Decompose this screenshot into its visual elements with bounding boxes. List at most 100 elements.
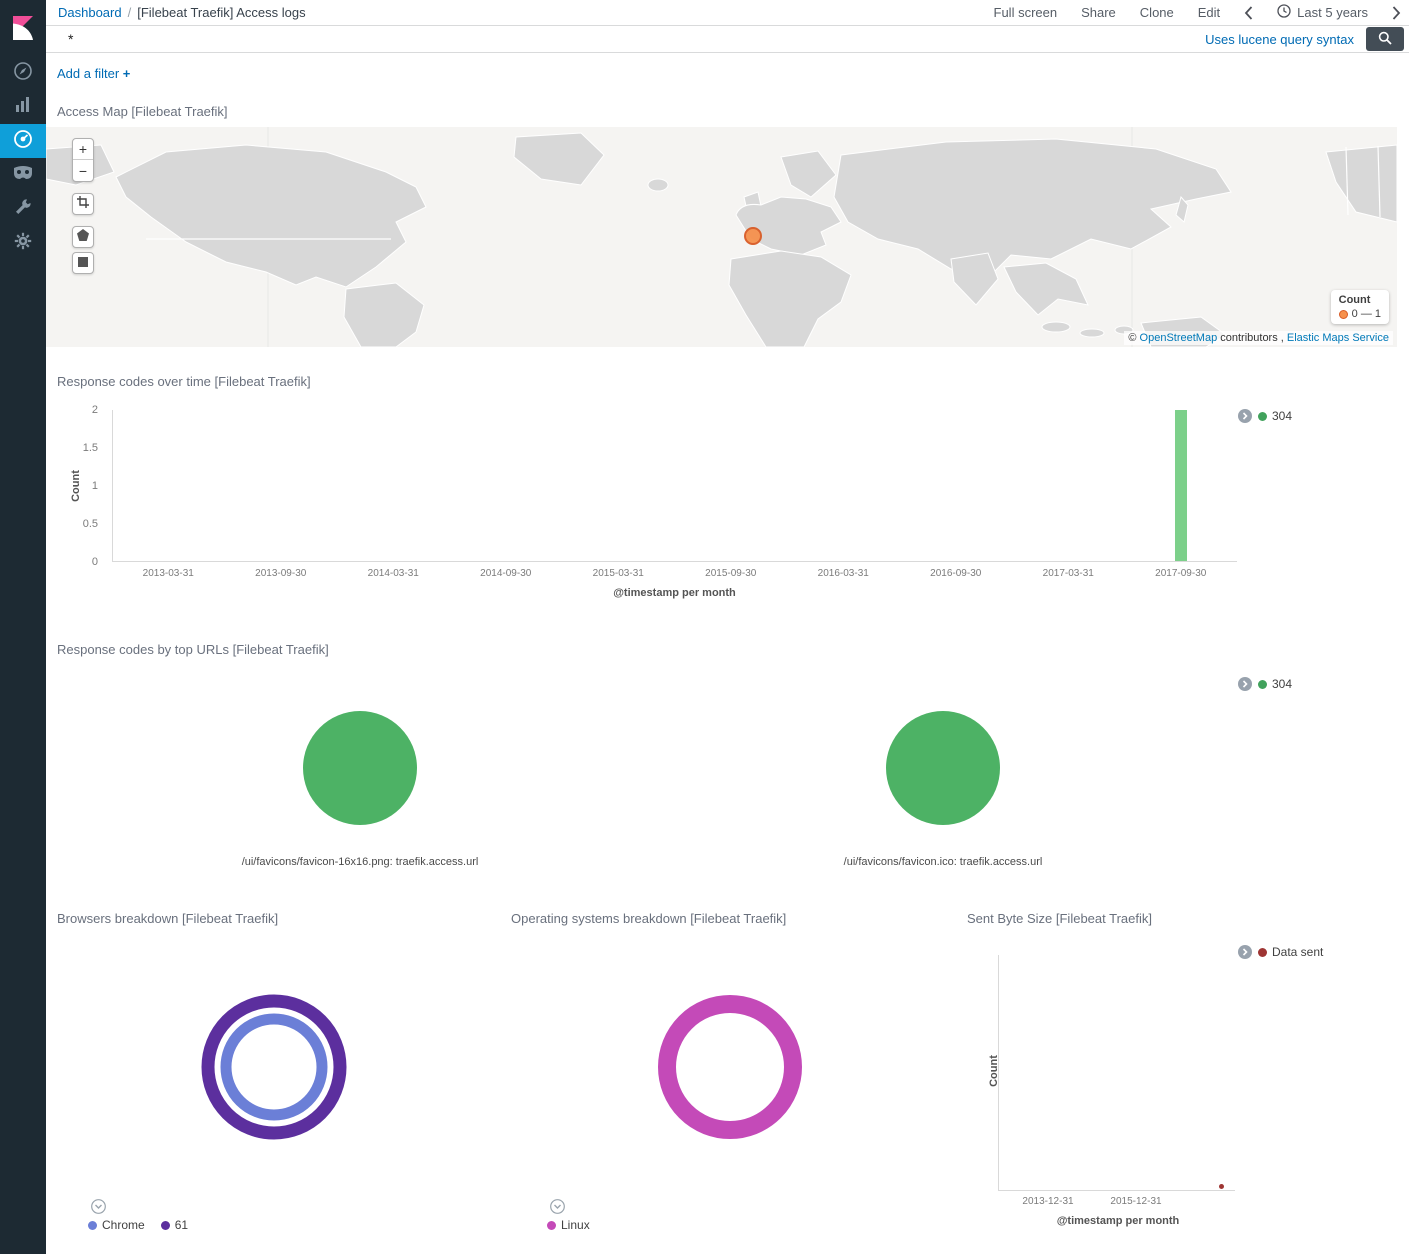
dashboard-icon <box>13 129 33 154</box>
x-axis-tick: 2017-03-31 <box>1042 568 1094 579</box>
donut-ring-version[interactable] <box>201 994 347 1140</box>
clock-icon <box>1277 4 1291 21</box>
clone-button[interactable]: Clone <box>1139 5 1174 20</box>
panel-title-response-codes-over-time[interactable]: Response codes over time [Filebeat Traef… <box>57 374 311 389</box>
legend-top-urls: 304 <box>1238 677 1292 691</box>
full-screen-button[interactable]: Full screen <box>993 5 1058 20</box>
compass-icon <box>13 61 33 86</box>
nav-visualize[interactable] <box>0 90 46 124</box>
pie-chart-label: /ui/favicons/favicon.ico: traefik.access… <box>843 856 1043 868</box>
zoom-out-button[interactable]: − <box>78 162 88 179</box>
y-axis-tick: 1.5 <box>82 442 98 454</box>
bar-304[interactable] <box>1174 410 1187 561</box>
pie-chart-favicon-ico[interactable] <box>886 711 1000 825</box>
legend-dot <box>1258 947 1267 957</box>
nav-management[interactable] <box>0 226 46 260</box>
panel-title-sent-byte-size[interactable]: Sent Byte Size [Filebeat Traefik] <box>967 911 1152 926</box>
os-donut-chart[interactable] <box>650 987 810 1147</box>
legend-item-304[interactable]: 304 <box>1258 409 1292 423</box>
time-picker[interactable]: Last 5 years <box>1277 4 1368 21</box>
nav-discover[interactable] <box>0 56 46 90</box>
nav-timelion[interactable] <box>0 158 46 192</box>
openstreetmap-link[interactable]: OpenStreetMap <box>1139 332 1218 344</box>
elastic-maps-service-link[interactable]: Elastic Maps Service <box>1286 332 1389 344</box>
wrench-icon <box>14 198 32 221</box>
add-filter-label: Add a filter <box>57 66 120 81</box>
legend-dot <box>1258 679 1267 689</box>
breadcrumb-dashboard-link[interactable]: Dashboard <box>58 5 122 20</box>
search-button[interactable] <box>1366 27 1404 51</box>
legend-item-data-sent[interactable]: Data sent <box>1258 945 1323 959</box>
time-range-label: Last 5 years <box>1297 5 1368 20</box>
y-axis-tick: 0.5 <box>82 518 98 530</box>
legend-item-chrome[interactable]: Chrome <box>88 1218 145 1232</box>
legend-toggle-icon[interactable] <box>1238 409 1252 423</box>
data-point-data-sent[interactable] <box>1219 1184 1224 1189</box>
legend-sent-byte-size: Data sent <box>1238 945 1323 959</box>
pie-chart-favicon-16x16[interactable] <box>303 711 417 825</box>
map-marker[interactable] <box>744 227 762 245</box>
legend-dot <box>1258 411 1267 421</box>
search-icon <box>1378 31 1392 48</box>
query-input[interactable] <box>46 31 1206 47</box>
legend-collapse-icon[interactable] <box>91 1199 106 1214</box>
legend-dot <box>547 1220 556 1230</box>
legend-response-codes-over-time: 304 <box>1238 409 1292 423</box>
legend-label: 61 <box>174 1218 189 1232</box>
time-back-button[interactable] <box>1244 5 1253 20</box>
pie-chart-label: /ui/favicons/favicon-16x16.png: traefik.… <box>241 856 479 868</box>
access-map[interactable]: + − Count 0 — 1 © <box>46 127 1397 347</box>
map-legend-title: Count <box>1338 294 1371 306</box>
draw-rectangle-button[interactable] <box>72 252 94 274</box>
add-filter-link[interactable]: Add a filter + <box>57 66 130 81</box>
query-bar: Uses lucene query syntax <box>46 25 1409 53</box>
y-axis-ticks: 0 0.5 1 1.5 2 <box>46 404 104 568</box>
copyright-symbol: © <box>1128 332 1137 344</box>
legend-toggle-icon[interactable] <box>1238 945 1252 959</box>
kibana-logo[interactable] <box>0 0 46 56</box>
sent-byte-size-chart: Count 2013-12-31 2015-12-31 @timestamp p… <box>960 945 1400 1245</box>
draw-polygon-button[interactable] <box>72 226 94 248</box>
fit-bounds-button[interactable] <box>72 193 94 215</box>
bar-chart-icon <box>14 96 32 119</box>
x-axis-tick: 2016-03-31 <box>817 568 869 579</box>
panel-title-os-breakdown[interactable]: Operating systems breakdown [Filebeat Tr… <box>511 911 787 926</box>
map-legend: Count 0 — 1 <box>1330 290 1389 324</box>
legend-item-61[interactable]: 61 <box>160 1218 189 1232</box>
attribution-contributors: contributors , <box>1220 332 1284 344</box>
map-legend-range: 0 — 1 <box>1351 308 1381 320</box>
nav-dashboard[interactable] <box>0 124 46 158</box>
legend-label: 304 <box>1272 409 1293 423</box>
x-axis-tick: 2016-09-30 <box>930 568 982 579</box>
x-axis-tick: 2015-09-30 <box>705 568 757 579</box>
time-forward-button[interactable] <box>1392 5 1401 20</box>
lucene-syntax-link[interactable]: Uses lucene query syntax <box>1205 31 1354 47</box>
breadcrumb-separator: / <box>127 5 132 20</box>
donut-ring-browser[interactable] <box>220 1013 328 1121</box>
world-map <box>46 127 1397 347</box>
legend-item-304[interactable]: 304 <box>1258 677 1292 691</box>
x-axis-tick: 2017-09-30 <box>1155 568 1207 579</box>
filter-bar: Add a filter + <box>46 54 1409 86</box>
edit-button[interactable]: Edit <box>1197 5 1221 20</box>
share-button[interactable]: Share <box>1081 5 1116 20</box>
y-axis-tick: 0 <box>91 556 98 568</box>
y-axis-tick: 2 <box>91 404 98 416</box>
browsers-donut-chart[interactable] <box>194 987 354 1147</box>
mask-icon <box>13 165 33 185</box>
donut-ring-os[interactable] <box>658 995 802 1139</box>
legend-toggle-icon[interactable] <box>1238 677 1252 691</box>
panel-title-browsers-breakdown[interactable]: Browsers breakdown [Filebeat Traefik] <box>57 911 279 926</box>
x-axis-tick: 2014-03-31 <box>367 568 419 579</box>
legend-label: Linux <box>561 1218 590 1232</box>
top-nav: Full screen Share Clone Edit Last 5 year… <box>994 4 1409 21</box>
nav-dev-tools[interactable] <box>0 192 46 226</box>
panel-title-response-codes-by-top-urls[interactable]: Response codes by top URLs [Filebeat Tra… <box>57 642 329 657</box>
zoom-in-button[interactable]: + <box>73 139 93 160</box>
legend-item-linux[interactable]: Linux <box>547 1218 590 1232</box>
legend-collapse-icon[interactable] <box>550 1199 565 1214</box>
rectangle-icon <box>78 254 88 272</box>
legend-dot <box>88 1220 97 1230</box>
panel-title-access-map[interactable]: Access Map [Filebeat Traefik] <box>57 104 228 119</box>
